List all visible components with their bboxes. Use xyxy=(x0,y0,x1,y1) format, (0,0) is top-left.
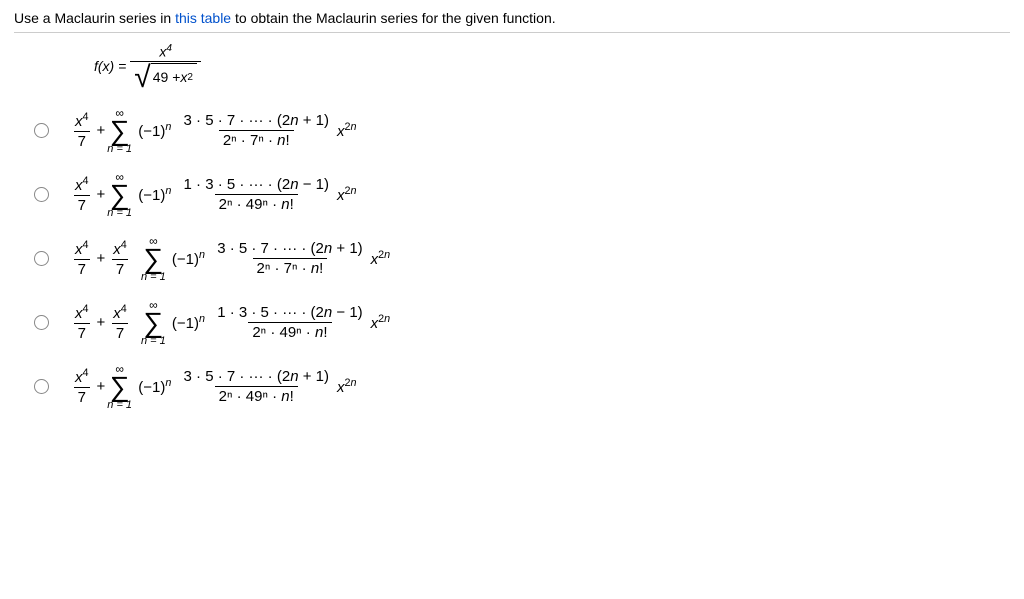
func-denominator: √ 49 + x2 xyxy=(130,61,201,89)
x-power: x2n xyxy=(371,313,391,332)
radio-button[interactable] xyxy=(34,379,49,394)
sign-term: (−1)n xyxy=(138,185,171,204)
answer-option-2[interactable]: x47 + ∞∑n = 1 (−1)n 1 · 3 · 5 · ··· · (2… xyxy=(34,171,1010,219)
sigma: ∞∑n = 1 xyxy=(107,363,132,411)
term-fraction: 1 · 3 · 5 · ··· · (2n − 1)2ⁿ · 49ⁿ · n! xyxy=(213,304,366,341)
term-fraction: 3 · 5 · 7 · ··· · (2n + 1)2ⁿ · 7ⁿ · n! xyxy=(213,240,366,277)
prompt-pre: Use a Maclaurin series in xyxy=(14,10,175,26)
func-lhs: f(x) = xyxy=(94,58,126,74)
sqrt-sign: √ xyxy=(134,65,150,91)
sign-term: (−1)n xyxy=(172,313,205,332)
coef-fraction: x47 xyxy=(109,239,131,278)
term-fraction: 3 · 5 · 7 · ··· · (2n + 1)2ⁿ · 7ⁿ · n! xyxy=(180,112,333,149)
coef-fraction: x47 xyxy=(109,303,131,342)
x-power: x2n xyxy=(337,121,357,140)
leading-fraction: x47 xyxy=(71,111,93,150)
leading-fraction: x47 xyxy=(71,367,93,406)
question-prompt: Use a Maclaurin series in this table to … xyxy=(14,10,1010,26)
func-numerator: x4 xyxy=(155,43,176,61)
term-fraction: 1 · 3 · 5 · ··· · (2n − 1)2ⁿ · 49ⁿ · n! xyxy=(180,176,333,213)
sign-term: (−1)n xyxy=(138,121,171,140)
sqrt-body: 49 + x2 xyxy=(151,63,197,89)
sigma: ∞∑n = 1 xyxy=(141,299,166,347)
option-expression: x47 + ∞∑n = 1 (−1)n 3 · 5 · 7 · ··· · (2… xyxy=(67,363,357,411)
func-fraction: x4 √ 49 + x2 xyxy=(130,43,201,89)
x-power: x2n xyxy=(337,185,357,204)
answer-option-5[interactable]: x47 + ∞∑n = 1 (−1)n 3 · 5 · 7 · ··· · (2… xyxy=(34,363,1010,411)
term-fraction: 3 · 5 · 7 · ··· · (2n + 1)2ⁿ · 49ⁿ · n! xyxy=(180,368,333,405)
answer-option-4[interactable]: x47 + x47 ∞∑n = 1 (−1)n 1 · 3 · 5 · ··· … xyxy=(34,299,1010,347)
radio-button[interactable] xyxy=(34,123,49,138)
divider xyxy=(14,32,1010,33)
sign-term: (−1)n xyxy=(138,377,171,396)
x-power: x2n xyxy=(337,377,357,396)
x-power: x2n xyxy=(371,249,391,268)
option-expression: x47 + x47 ∞∑n = 1 (−1)n 1 · 3 · 5 · ··· … xyxy=(67,299,390,347)
answer-choices: x47 + ∞∑n = 1 (−1)n 3 · 5 · 7 · ··· · (2… xyxy=(14,107,1010,411)
answer-option-1[interactable]: x47 + ∞∑n = 1 (−1)n 3 · 5 · 7 · ··· · (2… xyxy=(34,107,1010,155)
table-link[interactable]: this table xyxy=(175,10,231,26)
plus-sign: + xyxy=(97,250,106,267)
sqrt: √ 49 + x2 xyxy=(134,63,197,89)
radio-button[interactable] xyxy=(34,187,49,202)
plus-sign: + xyxy=(97,186,106,203)
sign-term: (−1)n xyxy=(172,249,205,268)
radio-button[interactable] xyxy=(34,251,49,266)
sigma: ∞∑n = 1 xyxy=(141,235,166,283)
sigma: ∞∑n = 1 xyxy=(107,107,132,155)
option-expression: x47 + x47 ∞∑n = 1 (−1)n 3 · 5 · 7 · ··· … xyxy=(67,235,390,283)
prompt-post: to obtain the Maclaurin series for the g… xyxy=(231,10,556,26)
plus-sign: + xyxy=(97,378,106,395)
leading-fraction: x47 xyxy=(71,303,93,342)
plus-sign: + xyxy=(97,122,106,139)
leading-fraction: x47 xyxy=(71,239,93,278)
option-expression: x47 + ∞∑n = 1 (−1)n 3 · 5 · 7 · ··· · (2… xyxy=(67,107,357,155)
option-expression: x47 + ∞∑n = 1 (−1)n 1 · 3 · 5 · ··· · (2… xyxy=(67,171,357,219)
function-definition: f(x) = x4 √ 49 + x2 xyxy=(94,43,1010,89)
sigma: ∞∑n = 1 xyxy=(107,171,132,219)
radio-button[interactable] xyxy=(34,315,49,330)
answer-option-3[interactable]: x47 + x47 ∞∑n = 1 (−1)n 3 · 5 · 7 · ··· … xyxy=(34,235,1010,283)
plus-sign: + xyxy=(97,314,106,331)
leading-fraction: x47 xyxy=(71,175,93,214)
